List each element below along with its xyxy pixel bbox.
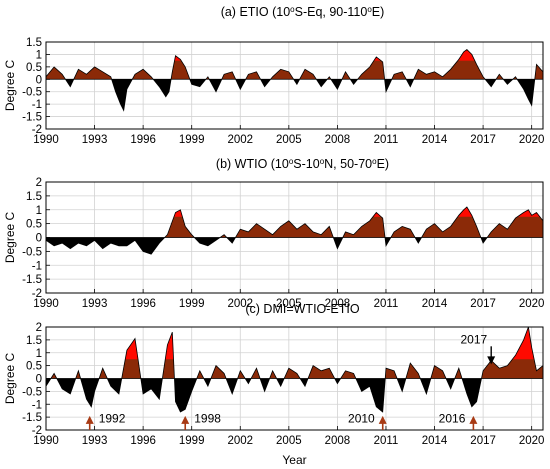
x-tick-label: 1990 [33, 134, 59, 146]
x-tick-label: 1993 [82, 134, 108, 146]
x-tick-label: 2005 [276, 298, 302, 310]
svg-text:2016: 2016 [439, 411, 466, 425]
x-tick-label: 1993 [82, 435, 108, 447]
y-tick-label: 0.5 [26, 361, 42, 373]
x-tick-label: 1996 [130, 298, 156, 310]
x-tick-label: 2014 [422, 134, 448, 146]
y-tick-label: -1.5 [22, 274, 42, 286]
x-tick-label: 2011 [374, 298, 399, 310]
y-tick-label: -0.5 [22, 246, 42, 258]
y-tick-label: -2 [32, 124, 42, 136]
y-tick-label: 1 [36, 49, 42, 61]
y-tick-label: 1.5 [26, 191, 42, 203]
x-tick-label: 2008 [325, 298, 351, 310]
y-tick-label: -2 [32, 425, 42, 437]
y-tick-label: 0.5 [26, 219, 42, 231]
x-tick-label: 2017 [470, 298, 496, 310]
panel-title: (a) ETIO (10oS-Eq, 90-110oE) [221, 5, 385, 20]
x-tick-label: 2014 [422, 435, 448, 447]
y-tick-label: 0 [36, 374, 42, 386]
x-tick-label: 2002 [227, 435, 253, 447]
panel-etio: (a) ETIO (10oS-Eq, 90-110oE) 1.510.50-0.5… [3, 5, 544, 147]
x-tick-label: 2011 [374, 435, 399, 447]
panel-title: (c) DMI=WTIO-ETIO [245, 302, 359, 316]
series-line [46, 48, 543, 112]
svg-text:2017: 2017 [460, 333, 487, 347]
y-tick-label: -0.5 [22, 87, 42, 99]
y-axis-label: Degree C [3, 59, 17, 111]
x-axis-label: Year [282, 453, 306, 467]
x-tick-label: 2020 [519, 298, 545, 310]
x-tick-label: 1999 [179, 435, 205, 447]
x-tick-label: 2011 [374, 134, 399, 146]
y-tick-label: -1 [32, 399, 42, 411]
x-tick-label: 2008 [325, 134, 351, 146]
y-tick-label: -2 [32, 288, 42, 300]
event-annotation-2016: 2016 [439, 411, 478, 430]
y-tick-label: -1 [32, 260, 42, 272]
x-tick-label: 1999 [179, 298, 205, 310]
x-tick-label: 2008 [325, 435, 351, 447]
svg-text:1992: 1992 [99, 411, 126, 425]
x-tick-label: 2005 [276, 134, 302, 146]
axes-frame [45, 41, 544, 130]
x-tick-label: 2020 [519, 435, 545, 447]
svg-text:1998: 1998 [194, 411, 221, 425]
y-tick-label: 0 [36, 233, 42, 245]
x-tick-label: 2017 [470, 134, 496, 146]
event-annotation-2010: 2010 [348, 411, 387, 430]
positive-anomaly-area [46, 207, 543, 238]
x-tick-label: 1996 [130, 134, 156, 146]
series-line [46, 206, 543, 255]
y-tick-label: 1.5 [26, 335, 42, 347]
x-tick-label: 1993 [82, 298, 108, 310]
panel-dmi: (c) DMI=WTIO-ETIO21.510.50-0.5-1-1.5-219… [3, 302, 544, 467]
event-annotation-1992: 1992 [85, 411, 126, 430]
panel-title: (b) WTIO (10oS-10oN, 50-70oE) [216, 157, 389, 172]
event-annotation-1998: 1998 [181, 411, 221, 430]
x-tick-label: 2014 [422, 298, 448, 310]
y-tick-label: 2 [36, 322, 42, 334]
x-tick-label: 2005 [276, 435, 302, 447]
y-tick-label: -1.5 [22, 112, 42, 124]
panel-wtio: (b) WTIO (10oS-10oN, 50-70oE) 2 1.5 1 0.5 0-0… [3, 157, 544, 311]
x-tick-label: 1996 [130, 435, 156, 447]
x-tick-label: 1990 [33, 435, 59, 447]
x-tick-label: 2020 [519, 134, 545, 146]
y-tick-label: 1 [36, 348, 42, 360]
y-tick-label: 2 [36, 177, 42, 189]
y-tick-label: -1.5 [22, 412, 42, 424]
x-tick-label: 1999 [179, 134, 205, 146]
y-tick-label: -0.5 [22, 386, 42, 398]
y-tick-label: 0.5 [26, 62, 42, 74]
strong-positive-area [173, 207, 540, 217]
event-annotation-2017: 2017 [460, 333, 496, 365]
positive-anomaly-area [46, 49, 543, 80]
x-tick-label: 2002 [227, 298, 253, 310]
negative-anomaly-area [46, 378, 543, 412]
svg-text:2010: 2010 [348, 411, 375, 425]
series-line [46, 327, 543, 413]
y-axis-label: Degree C [3, 352, 17, 404]
y-axis-label: Degree C [3, 211, 17, 263]
y-tick-label: 0 [36, 74, 42, 86]
x-tick-label: 2002 [227, 134, 253, 146]
y-tick-label: -1 [32, 99, 42, 111]
y-tick-label: 1 [36, 205, 42, 217]
x-tick-label: 2017 [470, 435, 496, 447]
y-tick-label: 1.5 [26, 37, 42, 49]
x-tick-label: 1990 [33, 298, 59, 310]
